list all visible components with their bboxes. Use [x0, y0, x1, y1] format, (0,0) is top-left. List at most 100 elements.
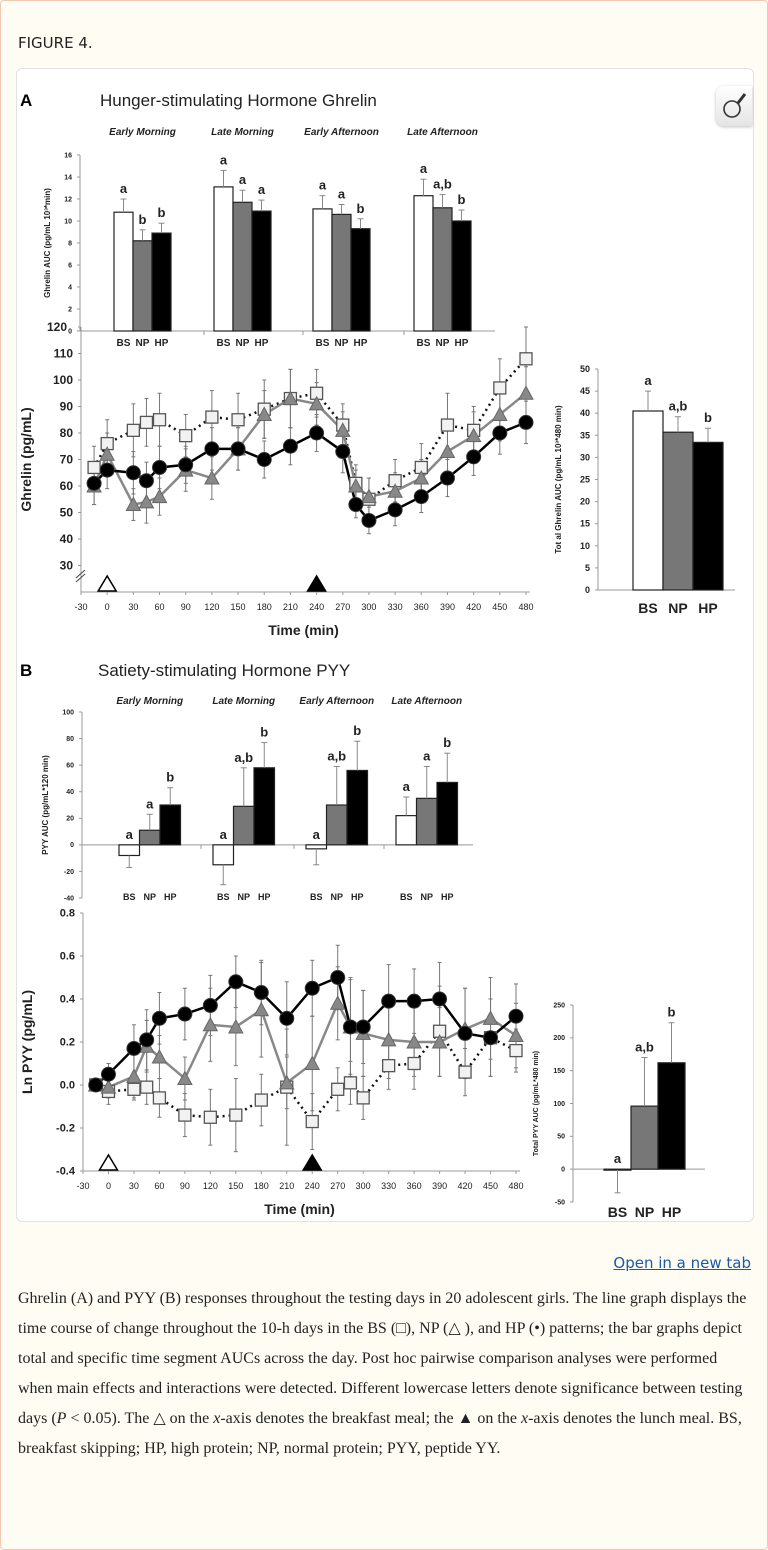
bar-np — [232, 201, 253, 332]
y-axis-title: Ghrelin AUC (pg/mL 10³*min) — [43, 188, 52, 298]
x-tick-label: 60 — [155, 602, 165, 612]
significance-letter: a,b — [635, 1040, 654, 1055]
open-in-new-tab-link[interactable]: Open in a new tab — [613, 1254, 751, 1272]
category-label: NP — [237, 892, 250, 902]
category-label: NP — [136, 338, 150, 349]
data-point-hp — [439, 470, 455, 486]
x-tick-label: 480 — [508, 1181, 523, 1191]
data-point-hp — [230, 441, 246, 457]
significance-letter: a — [146, 796, 154, 811]
x-tick-label: 360 — [414, 602, 429, 612]
significance-letter: b — [139, 212, 147, 227]
data-point-np — [227, 1018, 244, 1034]
x-axis-title: Time (min) — [268, 622, 339, 638]
data-point-np — [380, 1031, 397, 1047]
bar-np — [630, 1105, 659, 1170]
y-tick-label: 16 — [64, 152, 72, 159]
category-label: HP — [354, 338, 368, 349]
data-point-hp — [177, 1006, 193, 1022]
segment-label: Early Morning — [109, 127, 176, 138]
segment-label: Late Morning — [212, 696, 275, 707]
breakfast-meal-triangle-icon — [98, 1153, 119, 1171]
data-point-np — [348, 477, 364, 493]
category-label: HP — [155, 338, 169, 349]
data-point-np — [482, 1010, 499, 1025]
data-point-bs — [140, 1080, 154, 1094]
y-tick-label: 70 — [60, 453, 74, 467]
category-label: NP — [335, 338, 349, 349]
category-label: BS — [217, 338, 231, 349]
data-point-np — [491, 406, 508, 421]
y-axis-title: Ghrelin (pg/mL) — [18, 407, 34, 511]
bar-np — [232, 805, 255, 846]
x-tick-label: 180 — [254, 1181, 269, 1191]
x-axis-title: Time (min) — [264, 1201, 335, 1217]
data-point-hp — [139, 1032, 155, 1048]
y-tick-label: 40 — [580, 408, 590, 418]
series-line-bs — [95, 1029, 517, 1124]
y-tick-label: 0 — [561, 1167, 565, 1174]
y-tick-label: 5 — [585, 563, 590, 573]
category-label: NP — [420, 892, 433, 902]
figure-label: FIGURE 4. — [18, 34, 93, 52]
category-label: NP — [436, 338, 450, 349]
bar-hp — [346, 769, 369, 846]
y-tick-label: 100 — [553, 1101, 565, 1108]
data-point-bs — [254, 1093, 268, 1107]
data-point-bs — [203, 1110, 218, 1124]
bar-hp — [350, 228, 371, 332]
x-tick-label: 240 — [309, 602, 324, 612]
data-point-bs — [509, 1043, 523, 1058]
data-point-np — [204, 469, 220, 485]
data-point-bs — [493, 381, 507, 395]
y-tick-label: 4 — [68, 284, 72, 291]
data-point-hp — [253, 985, 269, 1001]
category-label: NP — [635, 1204, 654, 1220]
bar-hp — [436, 781, 459, 846]
panel-a-title: Hunger-stimulating Hormone Ghrelin — [100, 91, 377, 110]
significance-letter: a — [319, 178, 327, 193]
data-point-hp — [432, 991, 448, 1007]
y-tick-label: 10 — [64, 218, 72, 225]
y-tick-label: 60 — [66, 762, 74, 769]
y-tick-label: 110 — [54, 347, 74, 361]
data-point-np — [125, 496, 142, 512]
y-tick-label: -20 — [64, 869, 74, 876]
category-label: NP — [143, 892, 156, 902]
category-label: HP — [351, 892, 364, 902]
significance-letter: b — [704, 410, 712, 425]
x-tick-label: 270 — [335, 602, 350, 612]
data-point-hp — [508, 1008, 524, 1024]
data-point-hp — [518, 414, 534, 430]
caption-text: -axis denotes the lunch meal. BS, breakf… — [18, 1410, 742, 1457]
bar-bs — [118, 844, 141, 857]
axis-break-mark — [75, 569, 86, 579]
x-tick-label: 300 — [356, 1181, 371, 1191]
bar-np — [138, 829, 161, 846]
segment-label: Late Morning — [211, 127, 274, 138]
x-tick-label: 330 — [388, 602, 403, 612]
category-label: HP — [258, 892, 271, 902]
data-point-hp — [256, 452, 272, 467]
data-point-hp — [342, 1019, 358, 1035]
x-tick-label: 420 — [458, 1181, 473, 1191]
bar-np — [415, 797, 438, 846]
zoom-button[interactable] — [716, 86, 752, 126]
y-tick-label: 250 — [553, 1002, 565, 1009]
data-point-hp — [413, 489, 429, 505]
y-tick-label: 45 — [580, 386, 590, 396]
significance-letter: a — [220, 827, 228, 842]
data-point-hp — [178, 457, 194, 473]
x-tick-label: 450 — [492, 602, 507, 612]
data-point-bs — [231, 413, 245, 427]
y-tick-label: 200 — [553, 1035, 565, 1042]
significance-letter: b — [260, 725, 268, 740]
data-point-bs — [519, 352, 533, 366]
y-tick-label: 0.0 — [60, 1080, 75, 1092]
data-point-hp — [457, 1025, 473, 1041]
bar-bs — [113, 211, 134, 332]
y-tick-label: 0 — [70, 842, 74, 849]
x-tick-label: 390 — [432, 1181, 447, 1191]
data-point-np — [329, 995, 346, 1010]
y-tick-label: 10 — [580, 541, 590, 551]
